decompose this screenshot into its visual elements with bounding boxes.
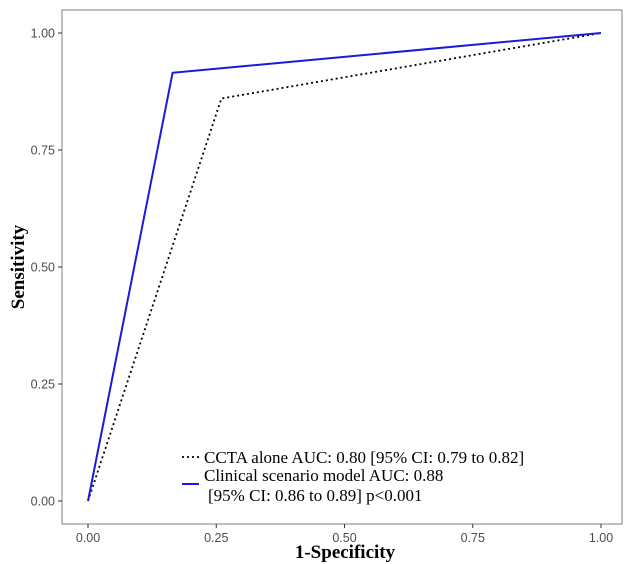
- axes-layer: 0.00 0.25 0.50 0.75 1.00 0.00 0.25 0.50 0.75 1.00: [31, 27, 614, 546]
- y-axis-title: Sensitivity: [8, 224, 29, 309]
- x-tick-label: 0.00: [76, 531, 100, 545]
- x-axis-title: 1-Specificity: [295, 542, 396, 563]
- y-tick-label: 0.75: [31, 144, 55, 158]
- y-tick-label: 0.25: [31, 378, 55, 392]
- x-tick-label: 0.25: [204, 531, 228, 545]
- legend: CCTA alone AUC: 0.80 [95% CI: 0.79 to 0.…: [182, 448, 524, 505]
- x-tick-label: 0.50: [332, 531, 356, 545]
- legend-label-clinical: Clinical scenario model AUC: 0.88: [204, 466, 443, 485]
- x-tick-label: 0.75: [461, 531, 485, 545]
- legend-label-ccta: CCTA alone AUC: 0.80 [95% CI: 0.79 to 0.…: [204, 448, 524, 467]
- series-layer: [87, 32, 602, 502]
- y-tick-label: 0.00: [31, 495, 55, 509]
- plot-panel: [61, 9, 623, 525]
- series-line-ccta-alone: [87, 32, 602, 502]
- y-tick-label: 0.50: [31, 261, 55, 275]
- x-tick-label: 1.00: [589, 531, 613, 545]
- series-line-clinical-scenario: [87, 32, 602, 502]
- legend-label-clinical-line2: [95% CI: 0.86 to 0.89] p<0.001: [208, 486, 423, 505]
- y-tick-label: 1.00: [31, 27, 55, 41]
